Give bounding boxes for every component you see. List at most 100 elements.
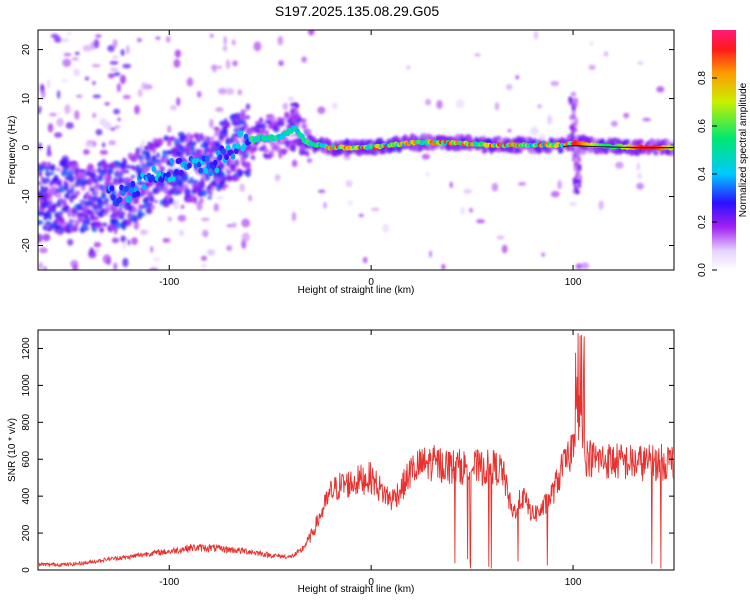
ridge-halo <box>208 190 213 197</box>
noise-blob <box>95 128 103 136</box>
noise-blob <box>610 120 618 127</box>
noise-blob <box>287 96 294 102</box>
ridge-core <box>128 187 134 194</box>
ridge-core <box>169 157 175 164</box>
ridge-halo <box>135 197 139 203</box>
noise-blob <box>530 126 539 136</box>
snr-x-ticks: -100 0 100 <box>159 330 582 588</box>
noise-blob <box>291 159 298 168</box>
ridge-core <box>177 157 183 164</box>
noise-blob <box>405 65 411 70</box>
streak-blob <box>573 179 578 185</box>
ridge-halo <box>119 214 125 220</box>
streak-blob <box>570 131 575 137</box>
ridge-halo <box>659 149 666 155</box>
snr-x-axis-title: Height of straight line (km) <box>298 584 415 595</box>
colorbar-tick-label: 0.4 <box>697 167 708 181</box>
ridge-halo <box>272 125 280 133</box>
noise-blob <box>111 237 120 244</box>
noise-blob <box>239 183 245 193</box>
ridge-halo <box>69 183 76 190</box>
noise-blob <box>56 117 64 127</box>
ridge-halo <box>124 169 130 174</box>
noise-blob <box>323 201 327 209</box>
ridge-halo <box>94 188 99 197</box>
noise-blob <box>99 149 109 155</box>
ridge-halo <box>163 184 169 191</box>
ridge-core <box>233 148 239 155</box>
noise-blob <box>113 108 121 115</box>
ridge-halo <box>107 174 112 182</box>
ridge-halo <box>240 109 248 113</box>
ridge-halo <box>161 166 166 171</box>
snr-x-tick-label: -100 <box>159 577 179 588</box>
ridge-halo <box>189 146 196 151</box>
ridge-halo <box>192 179 199 185</box>
noise-blob <box>381 223 390 233</box>
ridge-halo <box>53 174 59 181</box>
ridge-halo <box>147 191 155 196</box>
noise-blob <box>174 49 182 58</box>
streak-blob <box>571 126 576 132</box>
noise-blob <box>113 71 121 77</box>
noise-blob <box>436 99 443 110</box>
ridge-halo <box>443 135 447 140</box>
noise-blob <box>317 106 326 114</box>
ridge-halo <box>192 141 197 146</box>
ridge-halo <box>162 203 170 208</box>
ridge-halo <box>277 120 285 127</box>
ridge-halo <box>45 200 53 205</box>
noise-blob <box>94 248 100 253</box>
ridge-core <box>141 184 147 191</box>
noise-blob <box>517 182 527 186</box>
ridge-halo <box>55 218 59 224</box>
colorbar-tick-label: 0.8 <box>697 71 708 85</box>
ridge-halo <box>156 187 161 193</box>
noise-blob <box>569 201 578 207</box>
ridge-halo <box>87 163 94 171</box>
streak-blob <box>570 114 575 120</box>
ridge-halo <box>269 116 277 123</box>
noise-blob <box>507 129 512 133</box>
ridge-halo <box>286 140 294 145</box>
streak-blob <box>294 102 299 108</box>
spectrogram-heatmap <box>38 30 674 270</box>
ridge-core <box>156 170 162 177</box>
noise-blob <box>110 67 119 72</box>
streak-blob <box>290 110 295 116</box>
ridge-halo <box>261 144 267 149</box>
noise-blob <box>88 249 97 259</box>
ridge-halo <box>245 161 251 170</box>
colorbar-gradient <box>712 30 736 270</box>
noise-blob <box>63 52 72 57</box>
noise-blob <box>277 35 284 46</box>
spectrogram-y-tick-label: -10 <box>21 189 32 204</box>
snr-y-tick-label: 200 <box>21 524 32 541</box>
noise-blob <box>215 107 224 113</box>
ridge-core <box>170 175 176 182</box>
noise-blob <box>515 75 520 80</box>
noise-blob <box>99 118 108 126</box>
ridge-halo <box>210 186 215 192</box>
ridge-halo <box>43 186 49 192</box>
figure-title: S197.2025.135.08.29.G05 <box>275 3 439 19</box>
ridge-halo <box>393 147 398 153</box>
ridge-halo <box>54 193 62 198</box>
noise-blob <box>46 79 51 89</box>
spectrogram-y-tick-label: -20 <box>21 238 32 253</box>
ridge-halo <box>189 134 194 142</box>
noise-blob <box>155 36 161 40</box>
ridge-halo <box>52 208 57 214</box>
ridge-core <box>178 169 184 176</box>
ridge-halo <box>202 135 209 143</box>
noise-blob <box>92 94 102 99</box>
spectrogram-y-ticks: -20 -10 0 10 20 <box>21 44 674 253</box>
ridge-halo <box>280 148 288 154</box>
ridge-core <box>166 171 171 178</box>
noise-blob <box>603 51 609 57</box>
streak-blob <box>573 121 578 127</box>
ridge-halo <box>156 137 164 147</box>
noise-blob <box>226 224 234 228</box>
ridge-halo <box>233 137 239 142</box>
ridge-core <box>212 159 218 166</box>
